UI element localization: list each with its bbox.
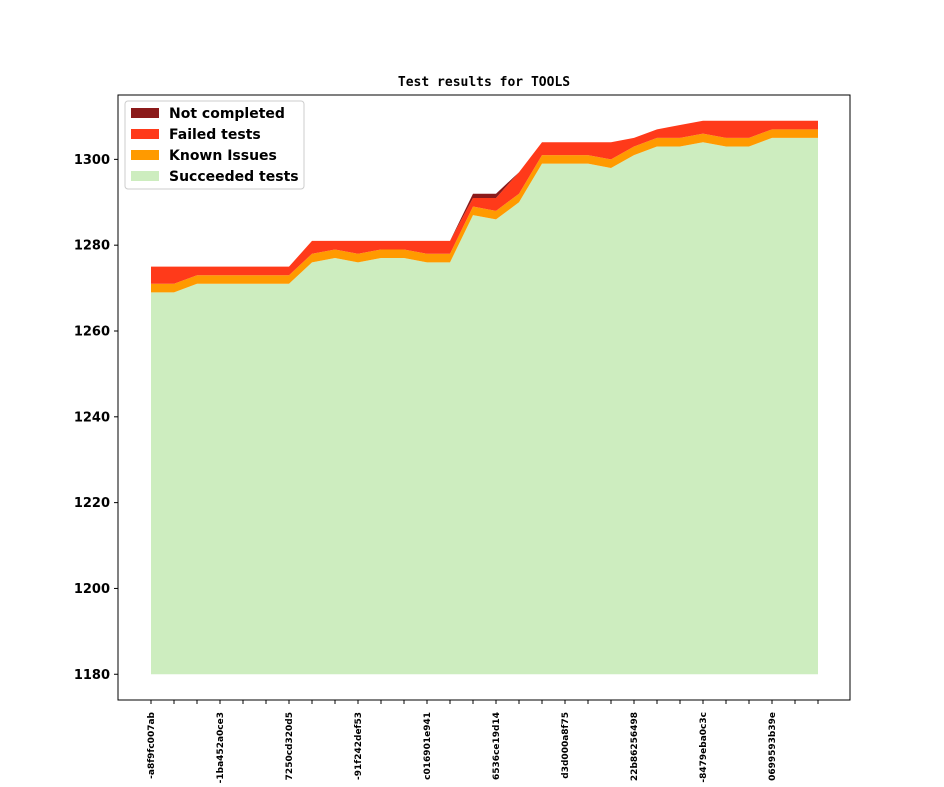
x-tick-label: 7250cd320d5	[285, 712, 295, 780]
area-succeeded-tests	[151, 137, 818, 675]
x-axis: -a8f9fc007ab -1ba452a0ce3 7250cd320d5 -91f2…	[147, 700, 819, 783]
y-tick-label: 1280	[74, 239, 110, 254]
x-tick-label: -a8f9fc007ab	[147, 711, 157, 778]
y-tick-label: 1240	[74, 410, 110, 425]
area-known-issues	[151, 129, 818, 293]
y-tick-label: 1180	[74, 668, 110, 683]
x-tick-label: 22b86256498	[630, 712, 640, 781]
legend-label-succeeded-tests: Succeeded tests	[169, 169, 299, 185]
y-tick-label: 1200	[74, 582, 110, 597]
x-tick-label: -8479eba0c3c	[699, 712, 709, 783]
x-tick-label: d3d000a8f75	[561, 712, 571, 779]
y-tick-label: 1260	[74, 324, 110, 339]
x-tick-label: 0699593b39e	[768, 712, 778, 781]
series-areas	[151, 120, 818, 675]
x-tick-label: c016901e941	[423, 712, 433, 780]
y-tick-label: 1220	[74, 496, 110, 511]
y-tick-label: 1300	[74, 153, 110, 168]
legend-box	[124, 100, 305, 190]
x-tick-label: -1ba452a0ce3	[216, 712, 226, 783]
legend-label-failed-tests: Failed tests	[169, 127, 261, 143]
legend-swatch-failed-tests	[131, 129, 159, 139]
area-failed-tests	[151, 120, 818, 284]
plot-frame	[117, 94, 851, 701]
legend-swatch-known-issues	[131, 150, 159, 160]
legend-swatch-succeeded-tests	[131, 171, 159, 181]
legend-label-known-issues: Known Issues	[169, 148, 277, 164]
legend: Not completed Failed tests Known Issues Suc…	[124, 100, 305, 190]
legend-label-not-completed: Not completed	[169, 106, 285, 122]
x-tick-label: 6536ce19d14	[492, 712, 502, 780]
x-tick-label: -91f242def53	[354, 712, 364, 780]
y-axis: 1180 1200 1220 1240 1260 1280 1300	[74, 153, 118, 683]
legend-swatch-not-completed	[131, 108, 159, 118]
chart-title: Test results for TOOLS	[398, 75, 570, 90]
